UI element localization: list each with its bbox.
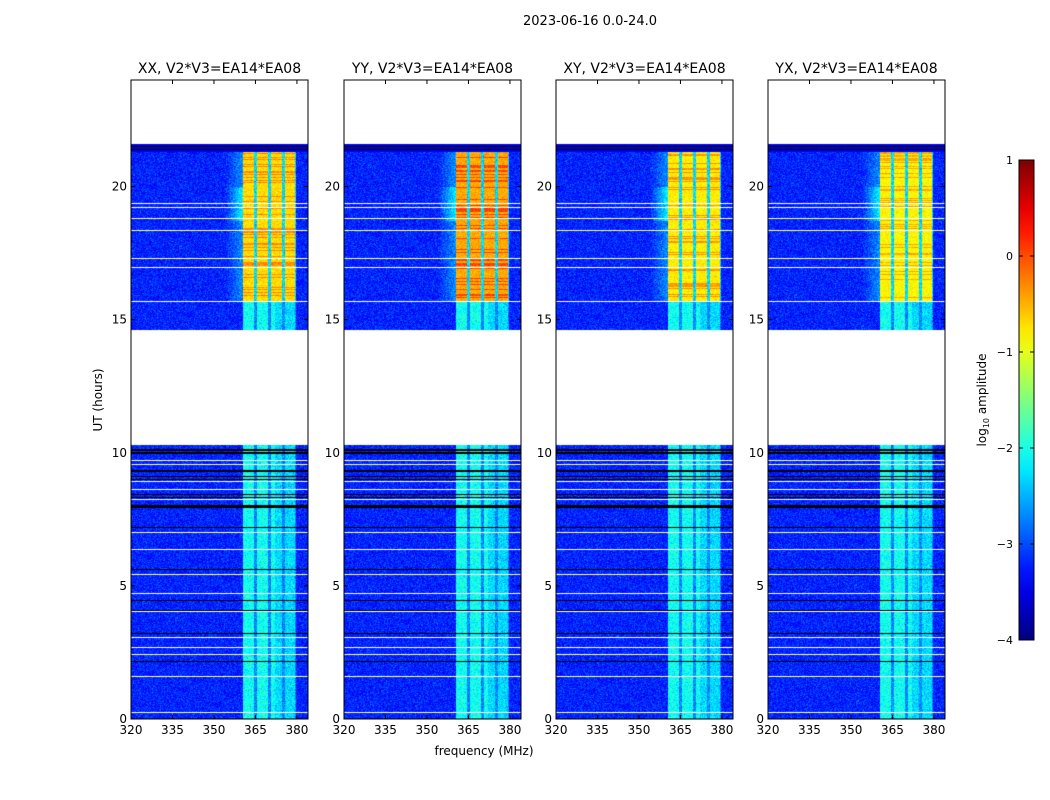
axes-frame [130,79,309,720]
y-tick-label: 5 [119,579,127,593]
y-tick-label: 20 [325,180,340,194]
x-tick-label: 320 [545,723,568,737]
axes-frame [767,79,946,720]
spectrogram-xy [556,80,733,719]
y-tick-label: 20 [537,180,552,194]
x-tick-label: 380 [710,723,733,737]
colorbar-label-log: log [975,428,989,446]
colorbar-tick-label: 1 [1006,154,1013,167]
colorbar-tick-label: −4 [997,634,1013,647]
y-tick-label: 15 [537,313,552,327]
colorbar-label-rest: amplitude [975,354,989,418]
colorbar-label-subscript: 10 [982,418,991,428]
y-tick-label: 10 [537,446,552,460]
x-tick-label: 335 [161,723,184,737]
y-tick-label: 10 [749,446,764,460]
panel-title: YY, V2*V3=EA14*EA08 [351,61,513,77]
y-tick-label: 0 [332,712,340,726]
spectrogram-xx [131,80,308,719]
spectrogram-yy [344,80,521,719]
x-tick-label: 380 [285,723,308,737]
x-tick-label: 350 [628,723,651,737]
colorbar-tick-label: 0 [1006,250,1013,263]
x-tick-label: 365 [244,723,267,737]
x-tick-label: 335 [798,723,821,737]
x-tick-label: 365 [457,723,480,737]
y-tick-label: 5 [756,579,764,593]
y-tick-label: 0 [544,712,552,726]
y-tick-label: 5 [544,579,552,593]
x-tick-label: 320 [757,723,780,737]
y-tick-label: 5 [332,579,340,593]
panel-title: YX, V2*V3=EA14*EA08 [774,61,937,77]
colorbar-tick-label: −1 [997,346,1013,359]
axes-frame [555,79,734,720]
figure-title: 2023-06-16 0.0-24.0 [523,14,657,29]
x-tick-label: 350 [416,723,439,737]
colorbar-tick-label: −3 [997,538,1013,551]
x-tick-label: 350 [203,723,226,737]
x-tick-label: 335 [586,723,609,737]
x-tick-label: 365 [669,723,692,737]
x-tick-label: 380 [922,723,945,737]
x-tick-label: 335 [374,723,397,737]
x-tick-label: 320 [333,723,356,737]
y-tick-label: 10 [325,446,340,460]
y-tick-label: 20 [749,180,764,194]
y-tick-label: 15 [325,313,340,327]
x-tick-label: 350 [840,723,863,737]
y-tick-label: 10 [112,446,127,460]
y-tick-label: 0 [756,712,764,726]
axes-frame [343,79,522,720]
panel-title: XY, V2*V3=EA14*EA08 [563,61,725,77]
x-axis-label: frequency (MHz) [434,744,533,758]
y-tick-label: 0 [119,712,127,726]
y-tick-label: 15 [749,313,764,327]
panel-title: XX, V2*V3=EA14*EA08 [138,61,301,77]
colorbar-label: log10 amplitude [975,354,991,447]
y-tick-label: 20 [112,180,127,194]
colorbar [1018,159,1035,641]
x-tick-label: 365 [881,723,904,737]
colorbar-tick-label: −2 [997,442,1013,455]
x-tick-label: 380 [498,723,521,737]
x-tick-label: 320 [120,723,143,737]
spectrogram-yx [768,80,945,719]
y-axis-label: UT (hours) [91,368,105,431]
y-tick-label: 15 [112,313,127,327]
